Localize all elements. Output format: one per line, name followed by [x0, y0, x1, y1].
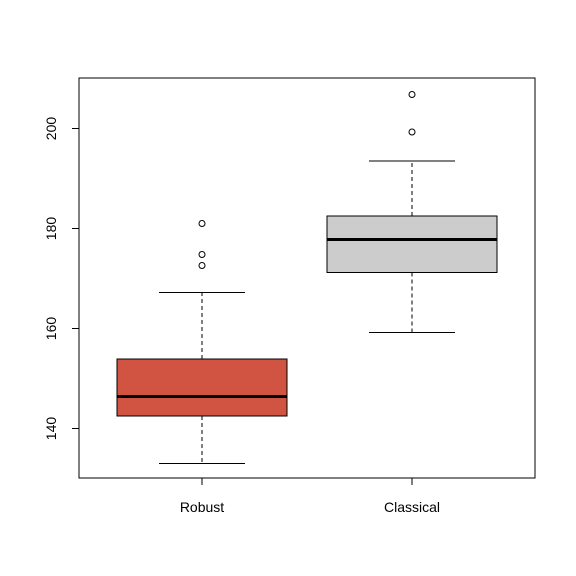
y-tick-label: 140 [43, 417, 59, 441]
boxes [116, 91, 498, 464]
x-axis: Robust Classical [180, 477, 440, 515]
plot-frame [78, 77, 536, 479]
outlier-point [198, 220, 206, 227]
y-axis: 140 160 180 200 [43, 117, 80, 441]
box-robust [116, 220, 288, 464]
iqr-box [326, 215, 498, 273]
y-tick-label: 160 [43, 317, 59, 341]
x-tick-label: Robust [180, 499, 224, 515]
iqr-box [116, 358, 288, 417]
outlier-point [198, 262, 206, 269]
box-classical [326, 91, 498, 333]
outlier-point [198, 251, 206, 258]
y-tick-label: 180 [43, 217, 59, 241]
outlier-point [408, 128, 416, 136]
outlier-point [408, 91, 416, 98]
y-tick-label: 200 [43, 117, 59, 141]
x-tick-label: Classical [384, 499, 440, 515]
